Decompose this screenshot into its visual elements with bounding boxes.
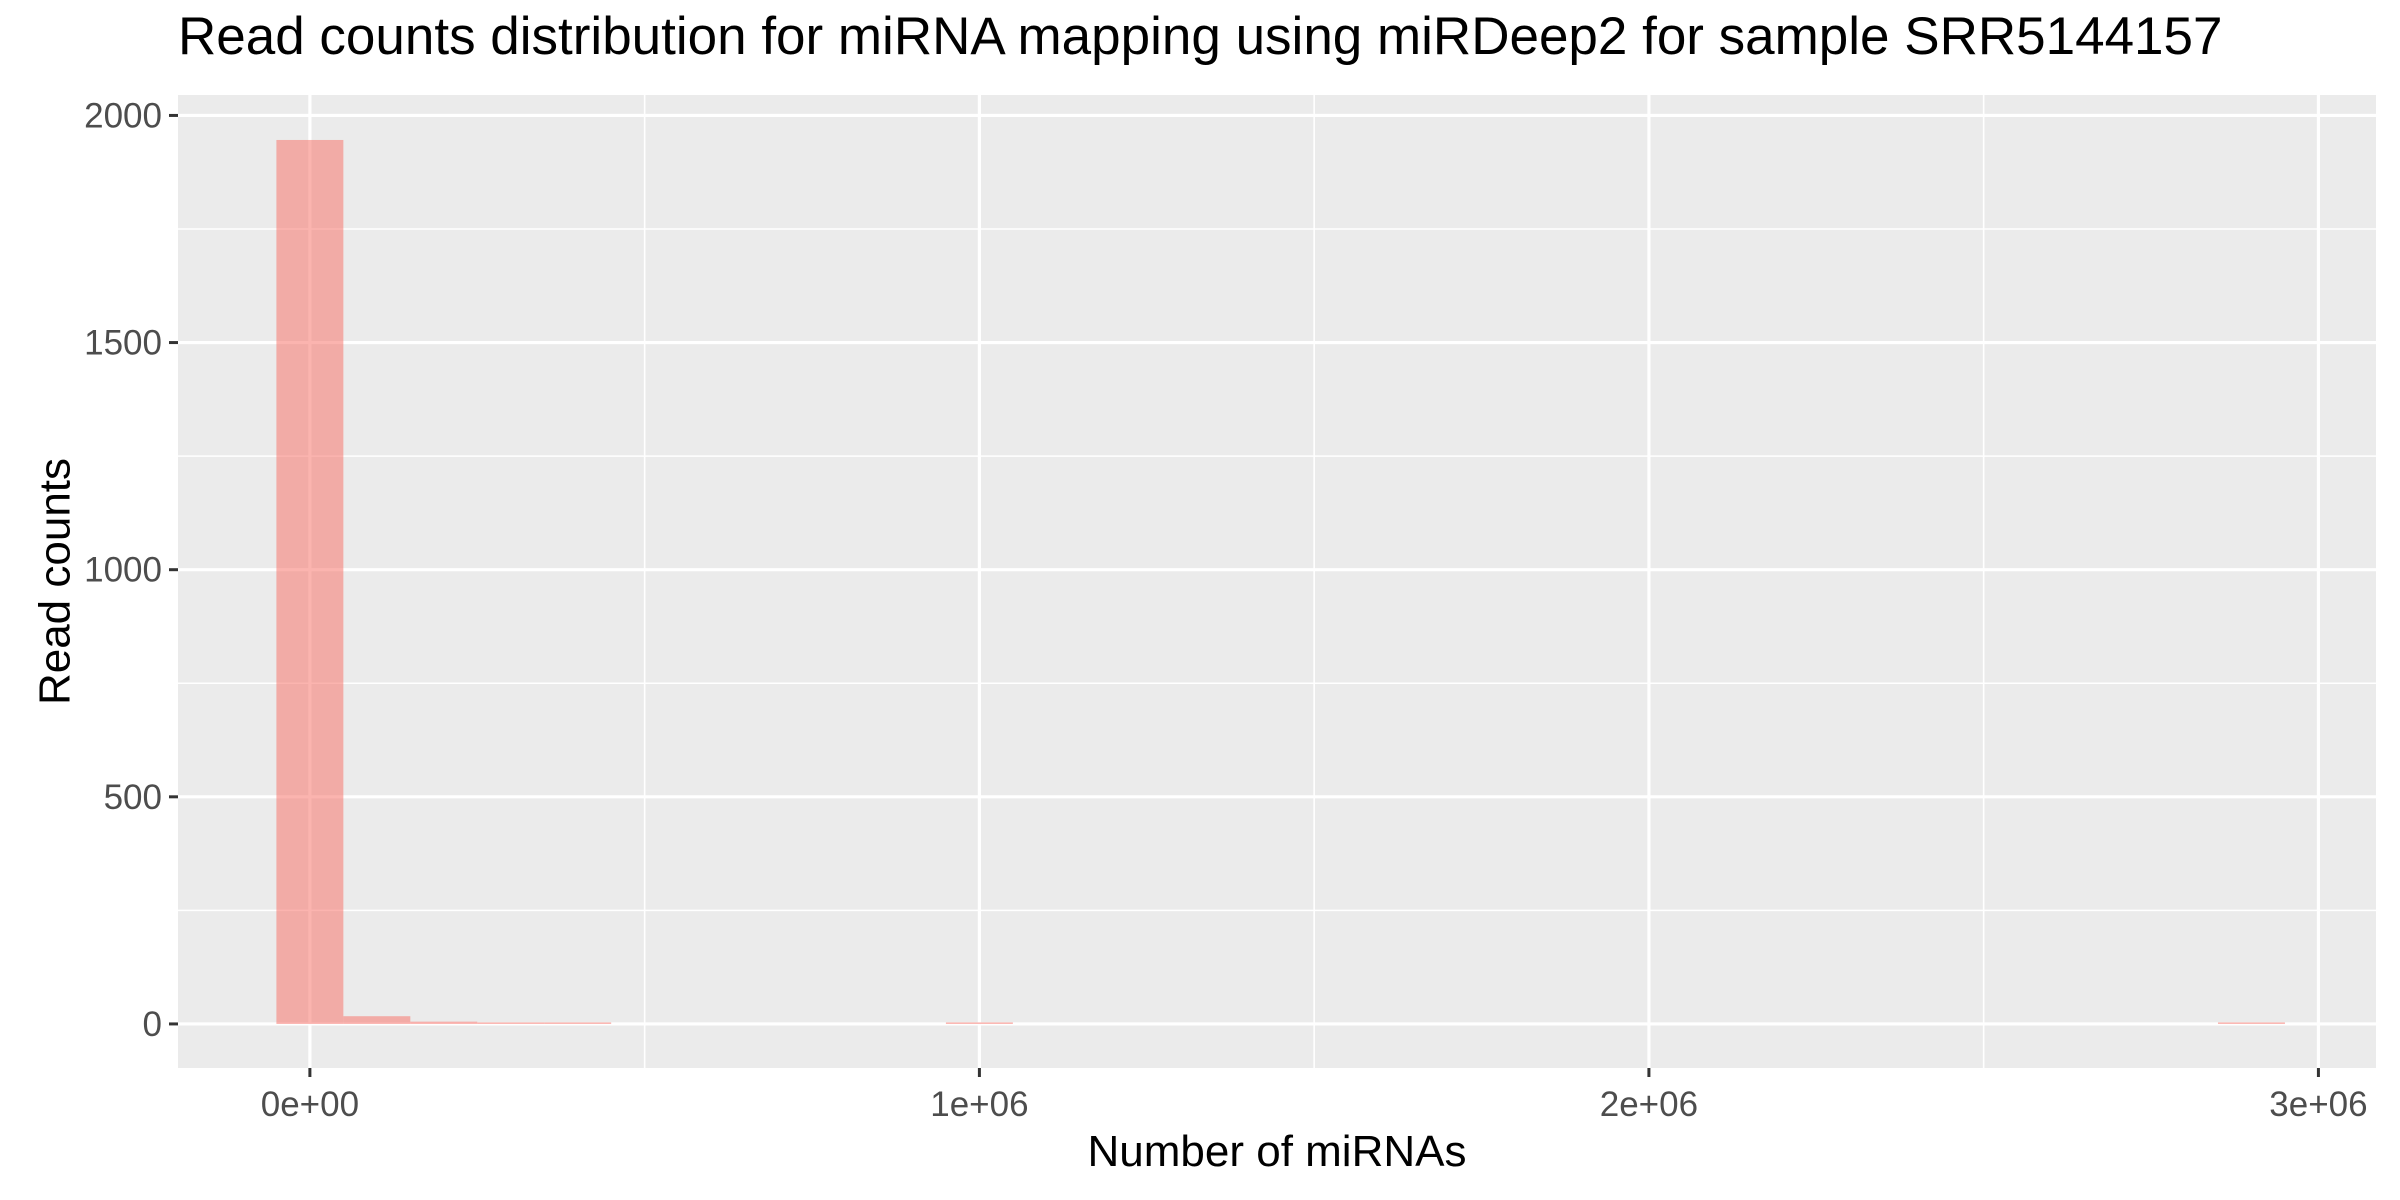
histogram-bar: [945, 1022, 1013, 1024]
y-axis-title: Read counts: [30, 458, 79, 705]
x-tick-label: 1e+06: [930, 1085, 1028, 1124]
histogram-bar: [343, 1016, 411, 1024]
chart-title: Read counts distribution for miRNA mappi…: [178, 7, 2223, 66]
histogram-bar: [276, 139, 344, 1024]
histogram-bar: [410, 1021, 478, 1024]
histogram-bar: [544, 1022, 612, 1024]
plot-panel: [178, 95, 2376, 1068]
x-tick-label: 3e+06: [2269, 1085, 2367, 1124]
y-tick-label: 0: [143, 1005, 162, 1044]
x-axis-title: Number of miRNAs: [1088, 1127, 1467, 1176]
histogram-bar: [2217, 1022, 2285, 1024]
y-tick-label: 1000: [84, 551, 162, 590]
y-tick-label: 500: [104, 778, 162, 817]
histogram-bars: [276, 139, 2285, 1024]
y-tick-label: 2000: [84, 96, 162, 135]
y-axis: 0 500 1000 1500 2000: [84, 96, 178, 1044]
x-tick-label: 2e+06: [1600, 1085, 1698, 1124]
minor-gridlines: [178, 95, 2376, 1068]
histogram-bar: [477, 1022, 545, 1024]
x-axis: 0e+00 1e+06 2e+06 3e+06: [261, 1068, 2368, 1124]
x-tick-label: 0e+00: [261, 1085, 359, 1124]
y-tick-label: 1500: [84, 324, 162, 363]
